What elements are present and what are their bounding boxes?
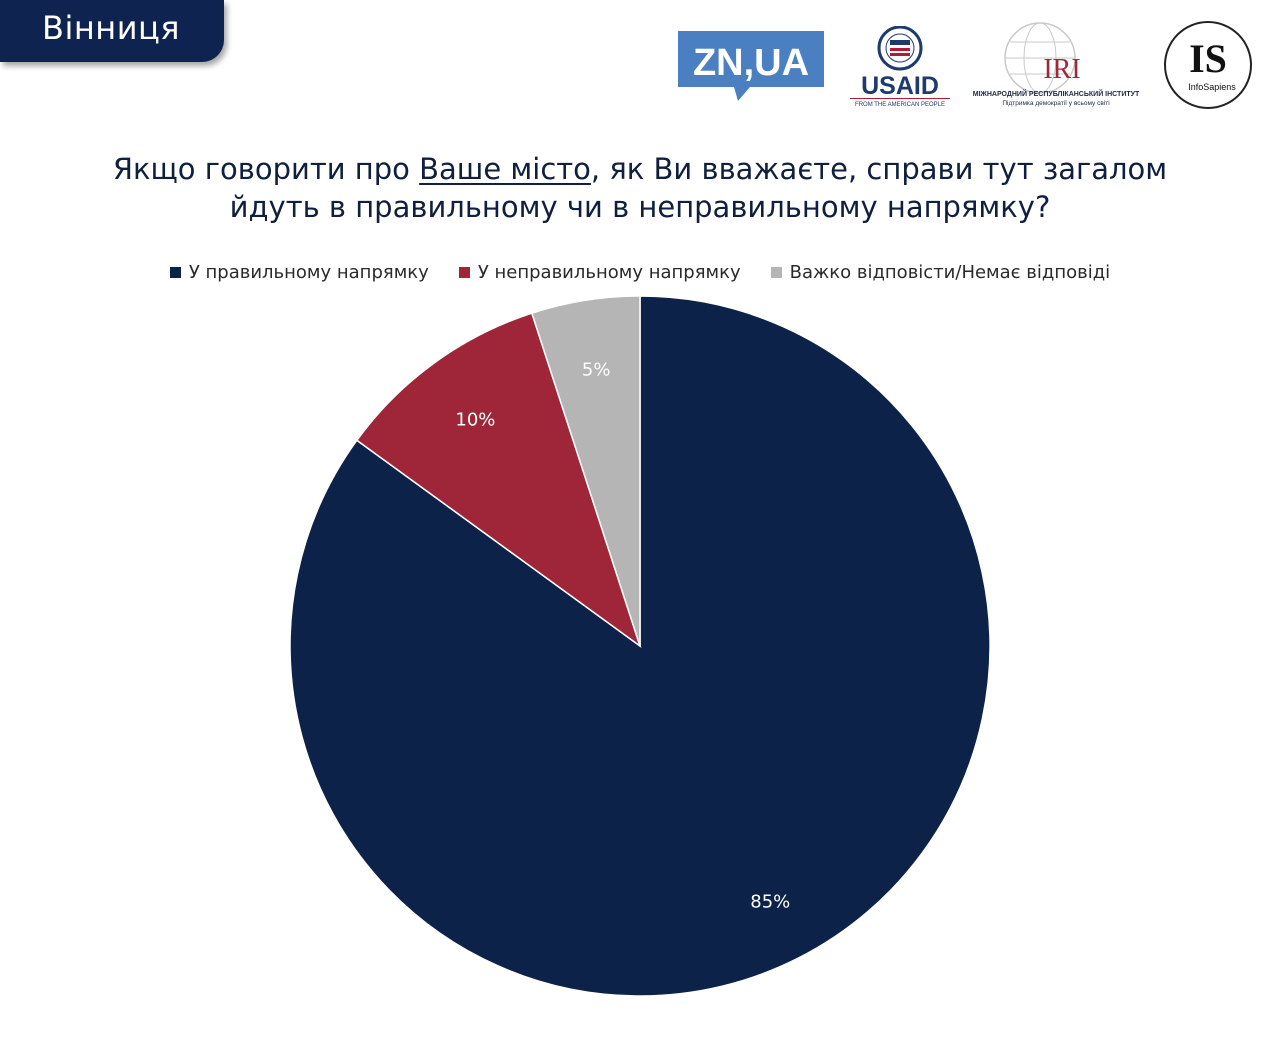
legend-swatch <box>458 267 470 278</box>
pie-slice <box>289 295 991 997</box>
chart-title: Якщо говорити про Ваше місто, як Ви вваж… <box>40 150 1240 226</box>
title-line2: йдуть в правильному чи в неправильному н… <box>229 190 1051 224</box>
pie-data-label: 10% <box>455 409 495 430</box>
legend-label: У неправильному напрямку <box>477 262 741 283</box>
legend-label: У правильному напрямку <box>188 262 429 283</box>
usaid-text: USAID <box>861 72 939 100</box>
infosapiens-logo: IS InfoSapiens <box>1164 21 1252 109</box>
chart-legend: У правильному напрямку У неправильному на… <box>0 262 1280 283</box>
pie-slice <box>355 312 642 648</box>
iri-logo: IRI МІЖНАРОДНИЙ РЕСПУБЛІКАНСЬКИЙ ІНСТИТУ… <box>973 22 1140 107</box>
legend-swatch <box>770 267 782 278</box>
legend-label: Важко відповісти/Немає відповіді <box>789 262 1111 283</box>
usaid-logo: USAID FROM THE AMERICAN PEOPLE <box>850 26 950 108</box>
zn-ua-logo: ZN,UA <box>678 31 824 101</box>
legend-item: У неправильному напрямку <box>458 262 741 283</box>
is-name: InfoSapiens <box>1188 82 1236 92</box>
city-tab: Вінниця <box>0 0 224 62</box>
title-part1: Якщо говорити про <box>112 152 420 186</box>
legend-item: У правильному напрямку <box>169 262 429 283</box>
city-name: Вінниця <box>42 9 181 47</box>
usaid-tagline: FROM THE AMERICAN PEOPLE <box>855 102 945 108</box>
iri-name: МІЖНАРОДНИЙ РЕСПУБЛІКАНСЬКИЙ ІНСТИТУТ <box>973 89 1140 98</box>
pie-data-label: 85% <box>750 892 790 913</box>
zn-logo-text: ZN,UA <box>693 42 809 84</box>
is-text: IS <box>1189 36 1227 81</box>
legend-swatch <box>169 267 181 278</box>
pie-slice <box>530 295 641 647</box>
legend-item: Важко відповісти/Немає відповіді <box>770 262 1111 283</box>
iri-text: IRI <box>1043 54 1080 85</box>
title-part2: , як Ви вважаєте, справи тут загалом <box>590 152 1168 186</box>
pie-data-label: 5% <box>582 359 611 380</box>
iri-tagline: Підтримка демократії у всьому світі <box>1002 99 1109 107</box>
title-underlined: Ваше місто <box>419 152 591 186</box>
